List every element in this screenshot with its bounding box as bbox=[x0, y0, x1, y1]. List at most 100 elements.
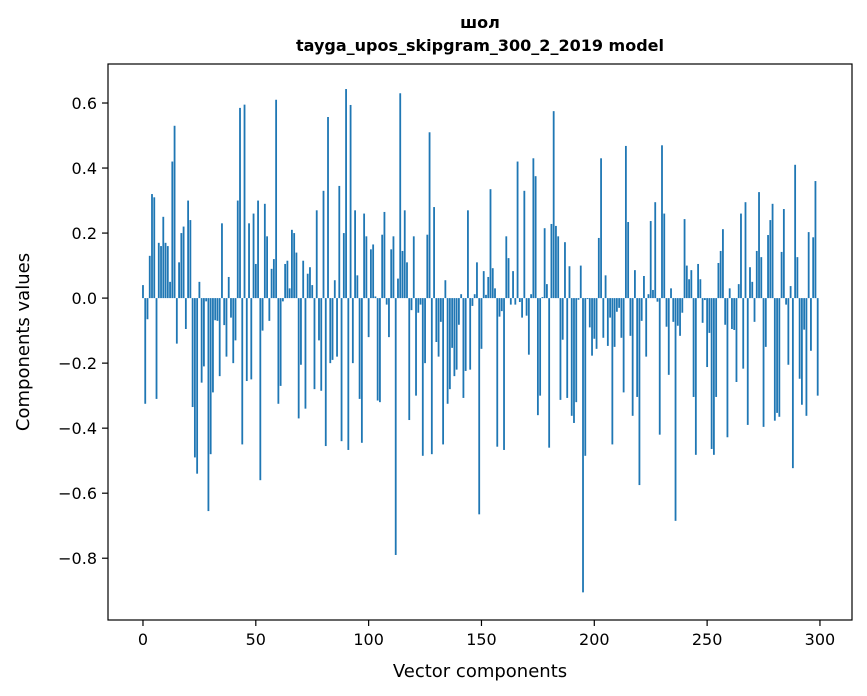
bar bbox=[315, 210, 318, 299]
bar bbox=[462, 298, 465, 398]
bar bbox=[629, 298, 632, 336]
bar bbox=[376, 298, 379, 401]
bar bbox=[814, 181, 817, 299]
bar bbox=[728, 288, 731, 299]
bar bbox=[771, 203, 774, 299]
bar bbox=[347, 298, 350, 450]
bar bbox=[683, 219, 686, 299]
bar bbox=[584, 298, 587, 456]
bar bbox=[746, 298, 749, 425]
bar bbox=[536, 298, 539, 416]
bar bbox=[318, 298, 320, 341]
bar bbox=[417, 298, 420, 313]
bar bbox=[697, 263, 700, 299]
bar bbox=[816, 298, 819, 396]
bar bbox=[769, 220, 772, 299]
bar bbox=[225, 298, 228, 357]
bar bbox=[293, 233, 296, 299]
bar bbox=[631, 298, 634, 416]
x-tick-label: 100 bbox=[353, 630, 384, 649]
bar bbox=[577, 298, 580, 300]
bar bbox=[203, 298, 205, 367]
bar bbox=[268, 298, 271, 321]
bar bbox=[263, 203, 266, 299]
chart-title: шол bbox=[460, 13, 500, 32]
y-tick-label: 0.4 bbox=[72, 159, 97, 178]
bar bbox=[640, 298, 643, 321]
x-axis: 0 50 100 150 200 250 300 bbox=[138, 620, 835, 649]
bar bbox=[564, 242, 566, 299]
bar bbox=[573, 298, 575, 423]
bar bbox=[773, 298, 776, 421]
bar bbox=[509, 298, 512, 305]
bar bbox=[295, 252, 298, 299]
bar bbox=[665, 298, 668, 327]
bar bbox=[451, 298, 454, 348]
bars-group bbox=[142, 89, 819, 593]
bar bbox=[281, 298, 284, 302]
bar bbox=[588, 298, 591, 328]
bar bbox=[690, 270, 693, 299]
bar bbox=[539, 298, 542, 396]
bar bbox=[419, 298, 422, 305]
bar bbox=[758, 192, 760, 299]
bar bbox=[272, 259, 275, 299]
y-tick-label: −0.6 bbox=[58, 484, 97, 503]
bar bbox=[385, 298, 388, 305]
bar bbox=[223, 298, 226, 326]
bar bbox=[767, 235, 769, 299]
bar bbox=[207, 298, 210, 512]
bar bbox=[731, 298, 733, 329]
bar bbox=[624, 145, 627, 299]
bar bbox=[327, 116, 329, 299]
bar bbox=[785, 298, 788, 305]
bar bbox=[717, 262, 720, 299]
bar bbox=[331, 298, 334, 360]
bar bbox=[676, 298, 679, 326]
bar bbox=[534, 176, 537, 299]
bar bbox=[333, 280, 336, 299]
bar bbox=[778, 298, 781, 417]
bar bbox=[390, 249, 393, 299]
bar bbox=[593, 298, 596, 339]
bar bbox=[300, 298, 302, 365]
bar bbox=[372, 244, 375, 299]
bar bbox=[812, 237, 815, 299]
bar bbox=[622, 298, 625, 393]
x-tick-label: 0 bbox=[138, 630, 148, 649]
bar bbox=[595, 298, 598, 349]
bar bbox=[634, 270, 636, 299]
bar bbox=[787, 298, 790, 365]
bar bbox=[503, 298, 505, 450]
bar bbox=[446, 298, 449, 404]
bar bbox=[760, 257, 763, 299]
bar bbox=[460, 294, 463, 299]
bar bbox=[798, 298, 801, 379]
bar bbox=[735, 298, 738, 382]
bar bbox=[209, 298, 212, 455]
bar bbox=[733, 298, 736, 330]
bar bbox=[507, 258, 510, 299]
bar bbox=[444, 280, 447, 299]
bar bbox=[340, 298, 343, 442]
chart-subtitle: tayga_upos_skipgram_300_2_2019 model bbox=[296, 36, 664, 55]
x-axis-label: Vector components bbox=[393, 661, 567, 682]
bar bbox=[379, 298, 381, 403]
y-tick-label: −0.2 bbox=[58, 354, 97, 373]
bar bbox=[541, 297, 544, 299]
bar bbox=[205, 298, 208, 302]
bar bbox=[309, 267, 311, 299]
bar bbox=[182, 226, 185, 299]
x-tick-label: 150 bbox=[466, 630, 497, 649]
bar bbox=[505, 236, 508, 299]
bar bbox=[338, 185, 341, 299]
bar bbox=[360, 298, 363, 443]
bar bbox=[261, 298, 264, 331]
bar bbox=[476, 262, 478, 299]
bar bbox=[286, 260, 289, 299]
bar bbox=[755, 250, 758, 299]
bar bbox=[196, 298, 199, 474]
bar bbox=[184, 298, 187, 329]
bar bbox=[753, 298, 756, 322]
